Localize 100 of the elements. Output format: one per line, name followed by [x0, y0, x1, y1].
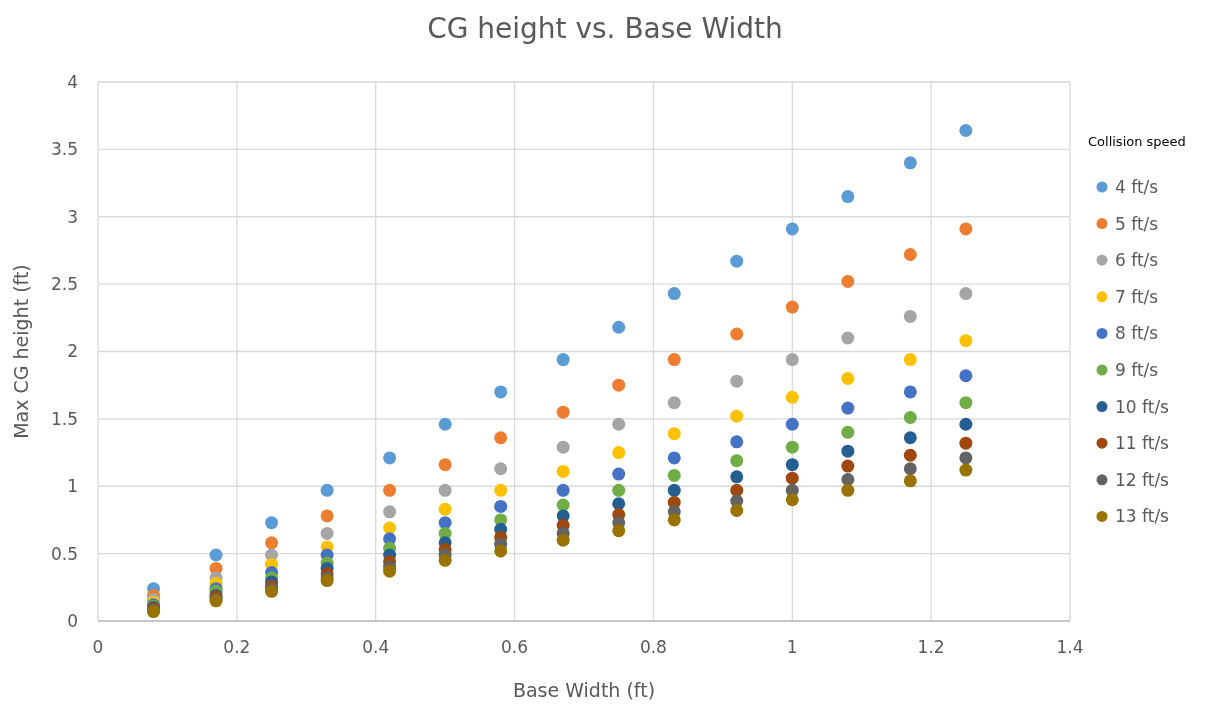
- point: [959, 451, 973, 465]
- point: [903, 247, 917, 261]
- point: [383, 505, 397, 519]
- point: [383, 564, 397, 578]
- point: [903, 385, 917, 399]
- point: [383, 483, 397, 497]
- point: [209, 548, 223, 562]
- point: [438, 483, 452, 497]
- point: [494, 499, 508, 513]
- point: [959, 124, 973, 138]
- x-tick-label: 0.6: [501, 637, 529, 657]
- point: [903, 448, 917, 462]
- point: [612, 320, 626, 334]
- point: [320, 509, 334, 523]
- x-tick-label: 0.4: [362, 637, 390, 657]
- legend-label: 7 ft/s: [1115, 286, 1159, 307]
- point: [841, 459, 855, 473]
- legend-label: 11 ft/s: [1115, 433, 1170, 454]
- point: [841, 444, 855, 458]
- point: [265, 516, 279, 530]
- point: [494, 483, 508, 497]
- y-tick-label: 1.5: [50, 408, 78, 429]
- x-tick-label: 1: [786, 637, 798, 657]
- point: [903, 462, 917, 476]
- point: [959, 222, 973, 236]
- point: [841, 371, 855, 385]
- point: [612, 417, 626, 431]
- point: [612, 483, 626, 497]
- point: [494, 462, 508, 476]
- point: [612, 524, 626, 538]
- chart-title: CG height vs. Base Width: [427, 12, 783, 45]
- point: [730, 409, 744, 423]
- point: [903, 411, 917, 425]
- point: [785, 417, 799, 431]
- point: [494, 431, 508, 445]
- x-tick-label: 0: [92, 637, 104, 657]
- point: [612, 446, 626, 460]
- point: [556, 353, 570, 367]
- y-tick-label: 1: [67, 476, 78, 497]
- point: [556, 405, 570, 419]
- point: [841, 401, 855, 415]
- point: [785, 222, 799, 236]
- legend-label: 8 ft/s: [1115, 323, 1159, 344]
- legend-label: 6 ft/s: [1115, 250, 1159, 271]
- point: [667, 427, 681, 441]
- point: [494, 544, 508, 558]
- point: [903, 156, 917, 170]
- point: [959, 369, 973, 383]
- y-tick-label: 2: [67, 341, 78, 362]
- point: [667, 353, 681, 367]
- point: [612, 497, 626, 511]
- point: [730, 504, 744, 518]
- y-tick-label: 0: [67, 610, 78, 631]
- legend-label: 4 ft/s: [1115, 176, 1159, 197]
- point: [612, 378, 626, 392]
- point: [556, 440, 570, 454]
- x-tick-label: 0.2: [223, 637, 251, 657]
- point: [959, 334, 973, 348]
- y-axis-title: Max CG height (ft): [10, 264, 32, 439]
- point: [903, 353, 917, 367]
- legend-label: 13 ft/s: [1115, 506, 1170, 527]
- point: [667, 451, 681, 465]
- y-tick-label: 3: [67, 206, 78, 227]
- point: [438, 502, 452, 516]
- point: [383, 451, 397, 465]
- point: [903, 431, 917, 445]
- point: [730, 435, 744, 449]
- point: [667, 396, 681, 410]
- point: [494, 385, 508, 399]
- x-axis-title: Base Width (ft): [512, 679, 656, 701]
- legend-label: 5 ft/s: [1115, 213, 1159, 234]
- point: [785, 353, 799, 367]
- point: [785, 300, 799, 314]
- y-tick-label: 3.5: [50, 139, 78, 160]
- point: [841, 473, 855, 487]
- point: [438, 553, 452, 567]
- point: [959, 396, 973, 410]
- legend-label: 10 ft/s: [1115, 396, 1170, 417]
- point: [841, 483, 855, 497]
- legend-title: Collision speed: [1088, 134, 1186, 149]
- point: [841, 190, 855, 204]
- x-tick-label: 1.2: [917, 637, 945, 657]
- x-tick-label: 1.4: [1056, 637, 1084, 657]
- point: [667, 483, 681, 497]
- point: [556, 533, 570, 547]
- point: [667, 513, 681, 527]
- point: [556, 483, 570, 497]
- point: [730, 374, 744, 388]
- point: [785, 440, 799, 454]
- point: [730, 483, 744, 497]
- point: [841, 425, 855, 439]
- point: [612, 467, 626, 481]
- point: [959, 417, 973, 431]
- point: [785, 471, 799, 485]
- point: [959, 436, 973, 450]
- x-tick-label: 0.8: [639, 637, 667, 657]
- y-tick-label: 0.5: [50, 543, 78, 564]
- point: [320, 483, 334, 497]
- point: [667, 287, 681, 301]
- point: [556, 464, 570, 478]
